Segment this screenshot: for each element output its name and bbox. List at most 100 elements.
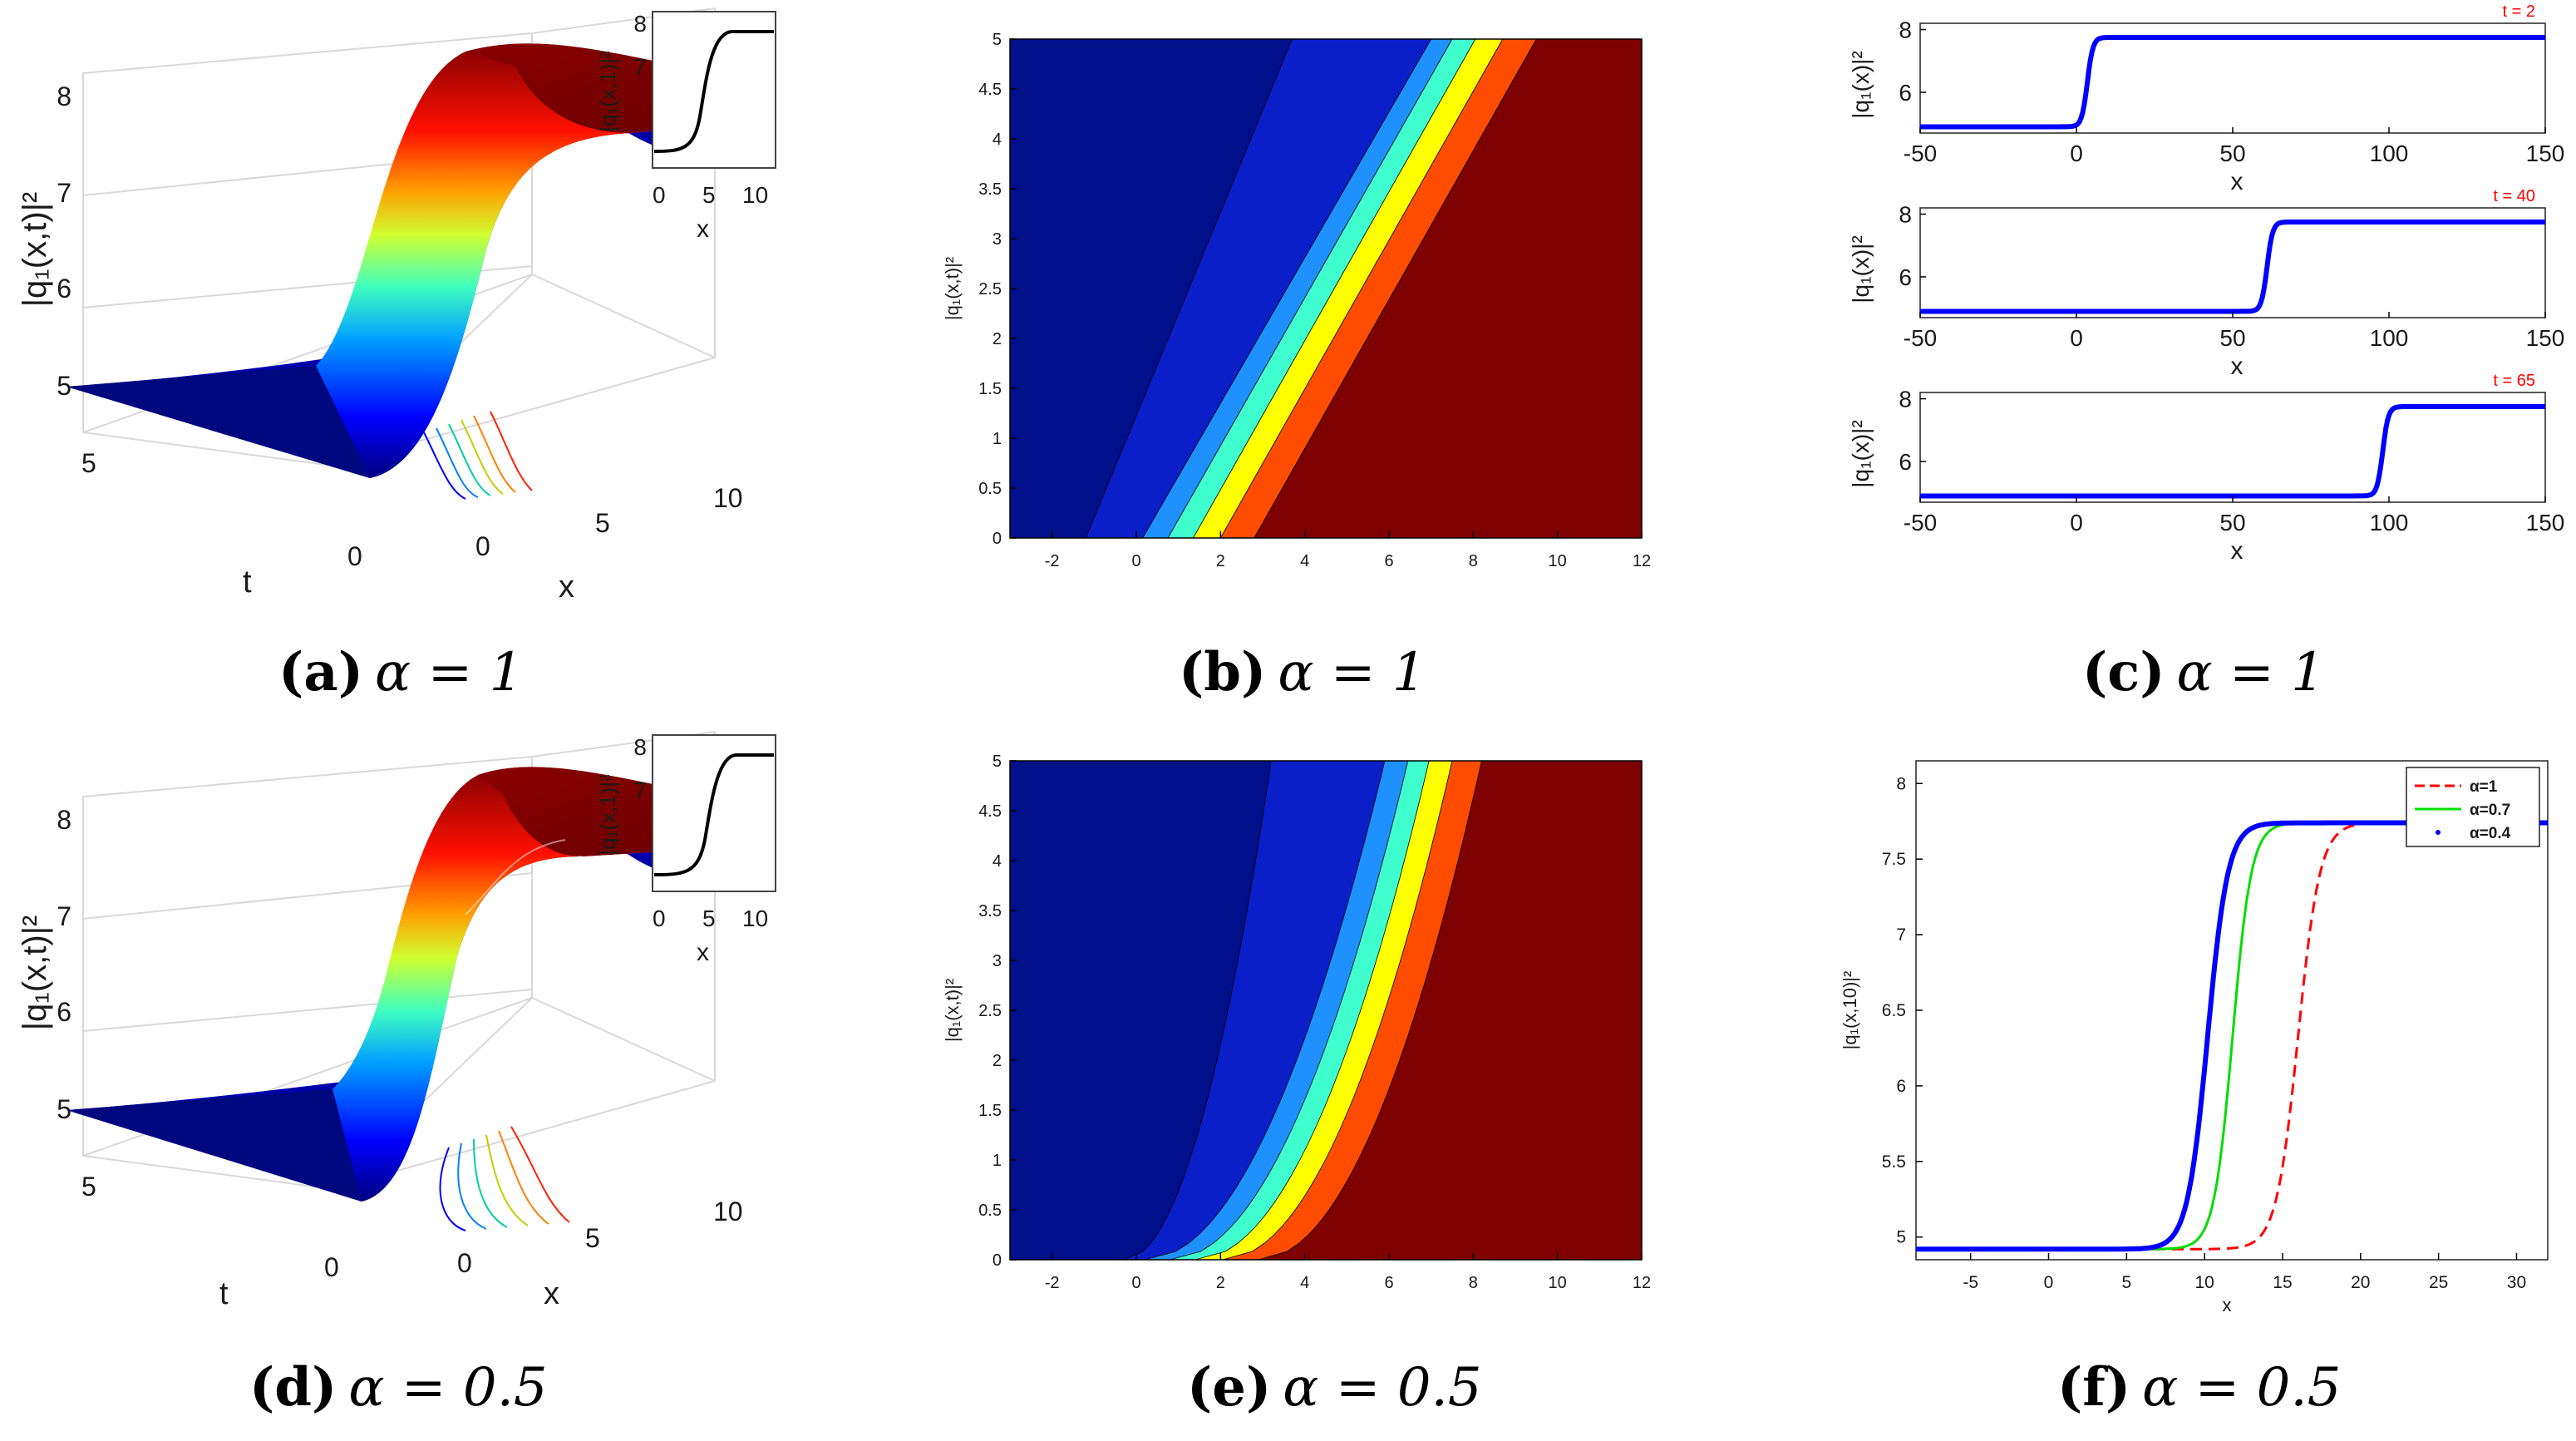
x-tick-label: 25 bbox=[2429, 1273, 2448, 1292]
inset-x-label: x bbox=[697, 939, 709, 966]
y-tick-label: 4 bbox=[992, 131, 1002, 149]
panel-a-x-label: x bbox=[559, 570, 574, 605]
y-tick-label: 6 bbox=[1899, 80, 1912, 106]
y-tick-label: 5.5 bbox=[1882, 1152, 1906, 1172]
inset-y-label: |q₁(x,1)|² bbox=[595, 51, 620, 132]
y-axis-label: |q₁(x)|² bbox=[1848, 420, 1874, 488]
x-tick-label: 150 bbox=[2526, 325, 2565, 351]
panel-d-t-label: t bbox=[219, 1276, 229, 1311]
y-tick-label: 2.5 bbox=[978, 280, 1002, 299]
y-tick-label: 1 bbox=[992, 430, 1002, 448]
y-tick-label: 0 bbox=[992, 1251, 1002, 1270]
tick-label: 5 bbox=[595, 508, 610, 538]
inset-x-tick: 5 bbox=[702, 182, 716, 208]
x-tick-label: 10 bbox=[1549, 552, 1567, 570]
x-tick-label: 100 bbox=[2370, 510, 2409, 535]
inset-y-tick: 8 bbox=[633, 11, 647, 37]
panel-e-contour-plot: -2 0 2 4 6 8 10 12 0 0.5 1 1.5 2 2.5 3 3.5 4 4.5 5 |q₁(x,t)… bbox=[942, 753, 1651, 1292]
inset-x-tick: 0 bbox=[653, 906, 666, 931]
inset-x-label: x bbox=[697, 215, 709, 243]
panel-c-subplot-3: -50 0 50 100 150 6 8 x |q₁(x)|² t = 65 bbox=[1848, 372, 2564, 565]
x-tick-label: 0 bbox=[2070, 325, 2083, 351]
caption-b: (b) α = 1 bbox=[1179, 641, 1426, 703]
panel-a-t-label: t bbox=[243, 565, 252, 600]
y-tick-label: 3.5 bbox=[978, 180, 1002, 199]
x-tick-label: 100 bbox=[2370, 325, 2409, 351]
x-axis-label: x bbox=[2231, 353, 2244, 380]
y-tick-label: 3 bbox=[992, 230, 1002, 249]
x-tick-label: 0 bbox=[1131, 1274, 1140, 1292]
profile-line bbox=[1920, 404, 2545, 499]
y-tick-label: 6.5 bbox=[1882, 1001, 1906, 1020]
tick-label: 10 bbox=[713, 1197, 743, 1226]
subplot-frame bbox=[1919, 22, 2546, 134]
panel-f-line-plot: -5 0 5 10 15 20 25 30 5 5.5 6 6.5 7 7.5 8 x |q₁(x,10)|² α… bbox=[1840, 760, 2549, 1315]
x-tick-label: 10 bbox=[1549, 1274, 1567, 1292]
x-tick-label: 150 bbox=[2526, 510, 2565, 535]
inset-y-label: |q₁(x,1)|² bbox=[595, 774, 620, 856]
x-tick-label: 100 bbox=[2370, 141, 2409, 166]
x-tick-label: 8 bbox=[1469, 1274, 1478, 1292]
time-annotation: t = 65 bbox=[2493, 372, 2535, 390]
tick-label: 0 bbox=[475, 531, 490, 561]
x-tick-label: 20 bbox=[2351, 1273, 2370, 1292]
y-tick-label: 6 bbox=[1896, 1077, 1906, 1096]
panel-d-t-ticks: 0 5 bbox=[81, 1172, 339, 1282]
x-tick-label: 50 bbox=[2219, 325, 2245, 351]
panel-c-subplot-2: -50 0 50 100 150 6 8 x |q₁(x)|² t = 40 bbox=[1848, 187, 2564, 380]
x-tick-label: 0 bbox=[2070, 141, 2083, 166]
contour-band-0 bbox=[1009, 38, 1293, 539]
y-tick-label: 0 bbox=[992, 530, 1002, 548]
x-tick-label: 50 bbox=[2219, 510, 2245, 535]
x-tick-label: 2 bbox=[1216, 552, 1225, 570]
panel-b-contour-plot: -2 0 2 4 6 8 10 12 0 0.5 1 1.5 2 2.5 3 3.5 4 4.5 5 |q₁(x,t)… bbox=[942, 31, 1651, 570]
tick-label: 5 bbox=[81, 1172, 96, 1202]
legend-label: α=0.7 bbox=[2470, 802, 2510, 819]
x-tick-label: -2 bbox=[1045, 552, 1060, 570]
x-tick-label: -50 bbox=[1904, 510, 1937, 535]
panel-d-x-label: x bbox=[544, 1276, 559, 1311]
legend-marker bbox=[2436, 830, 2441, 835]
y-axis-label: |q₁(x,t)|² bbox=[942, 257, 963, 320]
x-axis-label: x bbox=[2231, 537, 2244, 565]
tick-label: 0 bbox=[347, 541, 362, 571]
y-tick-label: 8 bbox=[1899, 387, 1912, 412]
panel-d-z-label: |q₁(x,t)|² bbox=[17, 915, 53, 1031]
x-tick-label: 4 bbox=[1300, 552, 1309, 570]
y-axis-label: |q₁(x)|² bbox=[1848, 51, 1874, 119]
x-tick-label: -50 bbox=[1904, 141, 1937, 166]
x-tick-label: 5 bbox=[2121, 1273, 2131, 1292]
y-tick-label: 6 bbox=[1899, 264, 1912, 290]
x-tick-label: 15 bbox=[2273, 1273, 2292, 1292]
y-tick-label: 5 bbox=[992, 31, 1002, 49]
panel-c-line-plots: -50 0 50 100 150 6 8 x |q₁(x)|² t = 2 -50 0 50 100 150… bbox=[1848, 2, 2564, 565]
x-axis-label: x bbox=[2223, 1295, 2232, 1315]
tick-label: 10 bbox=[713, 483, 743, 513]
panel-d-inset: 7 8 0 5 10 x |q₁(x,1)|² bbox=[595, 734, 776, 966]
caption-letter: (c) bbox=[2082, 641, 2165, 703]
tick-label: 7 bbox=[57, 178, 71, 208]
panel-a-surface-plot: 5 6 7 8 |q₁(x,t)|² 0 5 t 0 5 10 x 7 8 0 … bbox=[17, 7, 776, 605]
x-tick-label: -5 bbox=[1963, 1273, 1978, 1292]
x-tick-label: 6 bbox=[1384, 1274, 1393, 1292]
x-tick-label: 2 bbox=[1216, 1274, 1225, 1292]
x-axis-label: x bbox=[2231, 168, 2244, 195]
x-tick-label: -50 bbox=[1904, 325, 1937, 351]
y-tick-label: 1.5 bbox=[978, 380, 1002, 398]
legend-label: α=1 bbox=[2470, 778, 2498, 796]
caption-letter: (e) bbox=[1187, 1356, 1271, 1419]
y-tick-label: 2.5 bbox=[978, 1002, 1002, 1020]
y-tick-label: 4 bbox=[992, 852, 1002, 871]
y-tick-label: 8 bbox=[1899, 202, 1912, 228]
y-tick-label: 7.5 bbox=[1882, 850, 1906, 869]
y-axis-label: |q₁(x,10)|² bbox=[1840, 971, 1860, 1050]
legend-label: α=0.4 bbox=[2470, 825, 2511, 842]
inset-x-tick: 10 bbox=[742, 182, 768, 208]
subplot-frame bbox=[1919, 392, 2546, 503]
x-tick-label: 0 bbox=[2044, 1273, 2054, 1292]
x-tick-label: 0 bbox=[2070, 510, 2083, 535]
panel-a-t-ticks: 0 5 bbox=[81, 448, 362, 571]
x-tick-label: -2 bbox=[1045, 1274, 1060, 1292]
time-annotation: t = 40 bbox=[2493, 187, 2535, 205]
y-tick-label: 1 bbox=[992, 1152, 1002, 1170]
